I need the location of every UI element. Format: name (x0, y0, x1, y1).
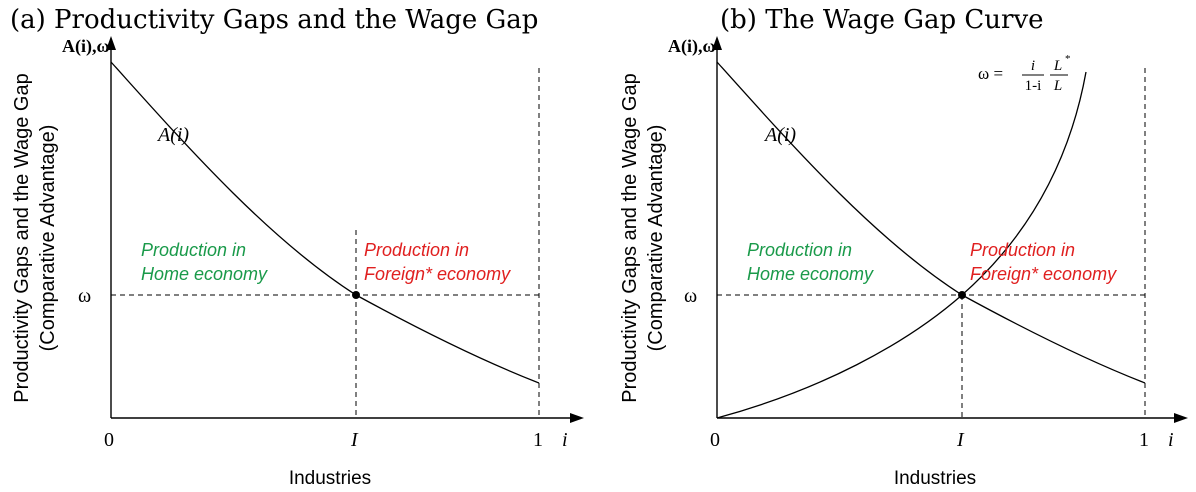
formula-den2: L (1053, 78, 1062, 94)
panel-a-productivity-curve (110, 61, 540, 384)
panel-a-y-label-line1: Productivity Gaps and the Wage Gap (11, 73, 33, 402)
panel-a-y-label-line2: (Comparative Advantage) (37, 125, 59, 352)
panel-a-x-tick-1: 1 (533, 429, 543, 451)
panel-b-y-arrow (712, 36, 722, 50)
panel-a-y-symbol: A(i),ω (62, 36, 110, 57)
panel-a-home-line1: Production in (141, 240, 246, 260)
panel-b-x-tick-0: 0 (710, 429, 720, 451)
panel-b-x-label: Industries (894, 468, 976, 489)
formula-den1: 1-i (1025, 78, 1042, 94)
panel-a-foreign-line1: Production in (364, 240, 469, 260)
panel-a-home-line2: Home economy (141, 264, 268, 284)
panel-a-title: (a) Productivity Gaps and the Wage Gap (10, 5, 538, 35)
panel-b-curve-label: A(i) (763, 124, 796, 146)
formula-num1: i (1031, 58, 1035, 74)
panel-b-y-label-line1: Productivity Gaps and the Wage Gap (619, 73, 641, 402)
panel-b-wage-formula: ω = i 1-i L * L (978, 53, 1071, 94)
panel-a-foreign-line2: Foreign* economy (364, 264, 511, 284)
panel-a-x-tick-0: 0 (104, 429, 114, 451)
panel-b-x-arrow (1174, 413, 1188, 423)
formula-num2: L (1053, 58, 1062, 74)
panel-b-y-label-line2: (Comparative Advantage) (645, 125, 667, 352)
panel-a-x-tick-I: I (350, 429, 359, 451)
panel-b: (b) The Wage Gap Curve Productivity Gaps… (619, 5, 1188, 489)
panel-b-title: (b) The Wage Gap Curve (720, 5, 1044, 35)
panel-b-x-tick-I: I (956, 429, 965, 451)
panel-b-foreign-line2: Foreign* economy (970, 264, 1117, 284)
formula-star: * (1065, 53, 1071, 65)
panel-b-x-symbol: i (1168, 429, 1174, 451)
panel-b-y-tick-omega: ω (684, 285, 697, 307)
panel-a-x-arrow (570, 413, 584, 423)
panel-b-foreign-line1: Production in (970, 240, 1075, 260)
panel-a-y-arrow (106, 36, 116, 50)
panel-b-home-line2: Home economy (747, 264, 874, 284)
panel-b-y-symbol: A(i),ω (668, 36, 716, 57)
panel-b-x-tick-1: 1 (1139, 429, 1149, 451)
panel-a-equilibrium-point (352, 291, 360, 299)
panel-a-curve-label: A(i) (156, 124, 189, 146)
panel-b-home-line1: Production in (747, 240, 852, 260)
formula-lhs: ω = (978, 64, 1003, 83)
panel-b-equilibrium-point (958, 291, 966, 299)
panel-a-y-tick-omega: ω (78, 285, 91, 307)
panel-a: (a) Productivity Gaps and the Wage Gap P… (10, 5, 584, 489)
panel-b-productivity-curve (716, 61, 1146, 384)
panel-a-x-label: Industries (289, 468, 371, 489)
panel-a-x-symbol: i (562, 429, 568, 451)
